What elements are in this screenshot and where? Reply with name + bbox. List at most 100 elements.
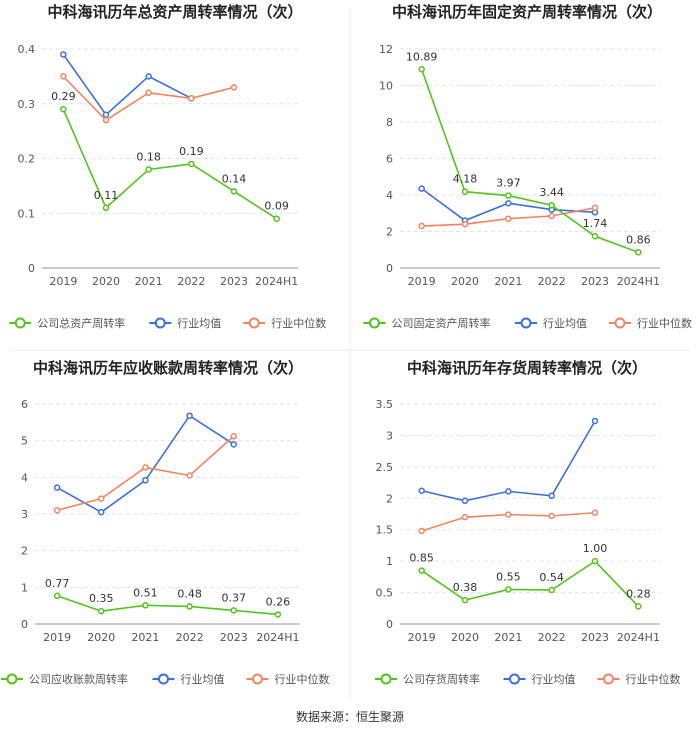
- data-label: 1.00: [583, 542, 608, 555]
- series-line-3: [56, 435, 235, 512]
- x-tick-label: 2023: [581, 631, 609, 644]
- series-line-1: [420, 68, 639, 254]
- data-point: [188, 95, 195, 102]
- data-label: 0.37: [222, 591, 247, 604]
- x-tick-label: 2019: [49, 275, 77, 288]
- legend-label-1: 公司存货周转率: [403, 672, 480, 686]
- x-tick-label: 2021: [494, 631, 522, 644]
- legend-label-3: 行业中位数: [637, 316, 692, 330]
- legend-label-2: 行业均值: [181, 673, 225, 686]
- data-point: [53, 484, 61, 491]
- data-label: 0.28: [626, 587, 651, 600]
- data-point: [548, 512, 555, 520]
- data-label: 0.18: [136, 150, 161, 163]
- data-label: 0.48: [177, 587, 202, 600]
- data-point: [186, 472, 193, 479]
- y-tick-label: 5: [21, 435, 28, 448]
- legend-label-2: 行业均值: [532, 673, 576, 686]
- data-point: [635, 249, 642, 256]
- data-point: [60, 51, 67, 58]
- data-point: [591, 232, 599, 240]
- chart-panel-3: 中科海讯历年应收账款周转率情况（次） 0 1 2 3 4 5 6 2019 2020 2021 202…: [1, 359, 330, 686]
- chart-title: 中科海讯历年总资产周转率情况（次）: [47, 3, 302, 21]
- x-tick-label: 2019: [43, 631, 71, 644]
- data-label: 3.97: [496, 177, 521, 190]
- y-tick-label: 2: [386, 492, 393, 505]
- chart-panel-2: 中科海讯历年固定资产周转率情况（次） 0 2 4 6 8 10 12 2019 2020 2021 2…: [363, 3, 692, 330]
- series-line-1: [56, 595, 278, 616]
- data-point: [102, 111, 110, 118]
- y-tick-label: 0.4: [18, 43, 36, 56]
- data-label: 0.86: [626, 233, 651, 246]
- x-tick-label: 2021: [135, 275, 163, 288]
- data-point: [142, 602, 149, 609]
- legend-marker-2: [509, 673, 520, 685]
- data-label: 3.44: [539, 186, 564, 199]
- data-point: [102, 116, 110, 124]
- legend-marker-2: [154, 317, 166, 329]
- x-tick-label: 2024H1: [255, 275, 298, 288]
- data-point: [418, 66, 425, 73]
- legend-marker-3: [614, 317, 626, 329]
- legend-marker-1: [369, 317, 380, 329]
- data-point: [548, 201, 555, 209]
- data-source-footer: 数据来源：恒生聚源: [295, 710, 404, 724]
- data-point: [548, 212, 555, 220]
- y-tick-label: 0.3: [18, 98, 36, 111]
- x-tick-label: 2022: [177, 275, 205, 288]
- y-tick-label: 0.5: [376, 587, 394, 600]
- data-point: [230, 433, 237, 440]
- data-point: [186, 412, 193, 419]
- data-point: [230, 607, 237, 614]
- y-tick-label: 4: [386, 189, 393, 202]
- data-point: [591, 509, 599, 516]
- data-point: [102, 204, 110, 212]
- legend-label-2: 行业均值: [177, 317, 221, 330]
- x-tick-label: 2023: [220, 631, 248, 644]
- y-tick-label: 8: [386, 116, 393, 129]
- y-tick-label: 0.2: [18, 153, 36, 166]
- y-tick-label: 6: [21, 398, 28, 411]
- legend-marker-3: [248, 317, 260, 329]
- data-label: 10.89: [406, 50, 438, 63]
- data-point: [505, 199, 512, 207]
- x-tick-label: 2019: [408, 631, 436, 644]
- y-tick-label: 10: [379, 80, 393, 93]
- data-point: [418, 567, 425, 574]
- x-tick-label: 2021: [131, 631, 159, 644]
- legend-label-1: 公司总资产周转率: [37, 316, 125, 330]
- data-point: [274, 611, 282, 618]
- data-point: [53, 507, 61, 514]
- data-label: 0.85: [409, 552, 434, 565]
- series-line-1: [421, 560, 639, 607]
- data-label: 0.14: [222, 172, 247, 185]
- data-point: [591, 557, 599, 565]
- x-tick-label: 2022: [176, 631, 204, 644]
- data-label: 0.54: [539, 571, 564, 584]
- x-tick-label: 2020: [92, 275, 120, 288]
- data-point: [505, 488, 512, 495]
- data-point: [418, 487, 425, 494]
- data-point: [548, 586, 555, 594]
- legend-marker-1: [14, 317, 26, 329]
- y-tick-label: 3.5: [376, 398, 394, 411]
- data-point: [53, 592, 61, 600]
- y-tick-label: 6: [386, 153, 393, 166]
- legend-marker-3: [252, 673, 263, 685]
- data-point: [142, 477, 149, 484]
- data-point: [548, 492, 555, 500]
- data-point: [461, 513, 469, 521]
- legend-label-3: 行业中位数: [626, 672, 681, 686]
- series-line-2: [56, 414, 235, 514]
- x-tick-label: 2022: [538, 631, 566, 644]
- chart-title: 中科海讯历年固定资产周转率情况（次）: [392, 3, 662, 21]
- data-point: [635, 603, 642, 610]
- data-point: [591, 204, 599, 212]
- data-point: [591, 417, 599, 425]
- data-point: [461, 220, 469, 228]
- data-point: [145, 73, 152, 80]
- x-tick-label: 2023: [220, 275, 248, 288]
- data-point: [230, 188, 238, 195]
- legend: 公司应收账款周转率 行业均值 行业中位数: [1, 672, 330, 686]
